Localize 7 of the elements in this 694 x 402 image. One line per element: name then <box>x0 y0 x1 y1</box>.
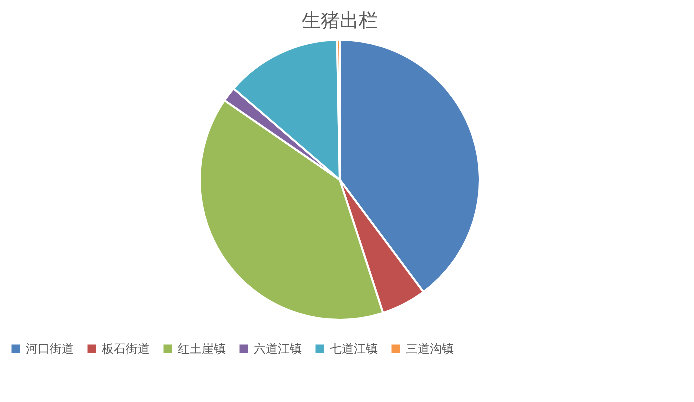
legend-label: 六道江镇 <box>254 342 302 356</box>
legend-label: 红土崖镇 <box>178 342 226 356</box>
legend-label: 三道沟镇 <box>406 342 454 356</box>
legend-label: 板石街道 <box>101 342 150 356</box>
legend-label: 河口街道 <box>26 342 74 356</box>
chart-title: 生猪出栏 <box>302 10 378 32</box>
legend-label: 七道江镇 <box>330 342 378 356</box>
